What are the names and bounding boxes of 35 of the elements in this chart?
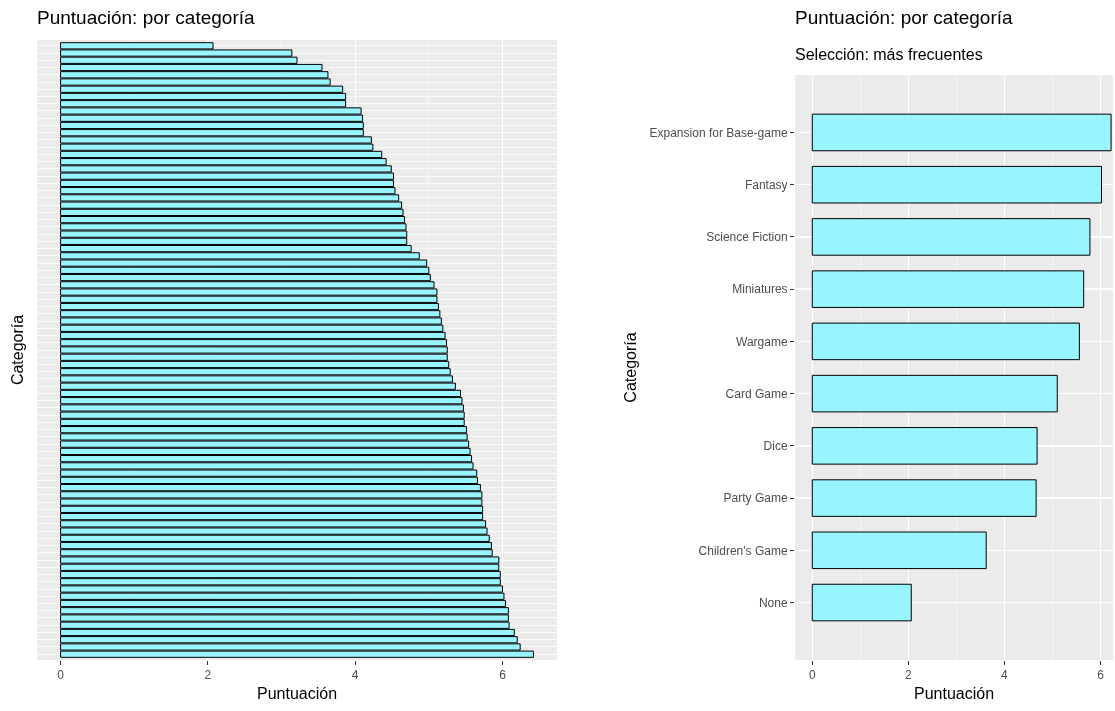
chart-title: Puntuación: por categoría: [795, 7, 1014, 29]
bar: [811, 270, 1085, 308]
x-tick-label: 4: [351, 668, 359, 683]
chart-title: Puntuación: por categoría: [37, 7, 256, 29]
chart-subtitle: Selección: más frecuentes: [795, 45, 983, 63]
bar: [811, 113, 1112, 152]
x-tick-label: 2: [905, 668, 913, 683]
x-tick-label: 0: [57, 668, 65, 683]
x-axis-title: Puntuación: [256, 685, 338, 703]
x-tick-label: 0: [808, 668, 816, 683]
x-tick-label: 4: [1001, 668, 1009, 683]
bar: [811, 374, 1058, 413]
y-tick-label: Party Game: [723, 491, 788, 506]
y-tick-label: Science Fiction: [706, 230, 788, 245]
x-tick-label: 2: [204, 668, 212, 683]
x-tick-label: 6: [1097, 668, 1105, 683]
y-tick-label: Miniatures: [732, 282, 788, 297]
bar: [811, 427, 1038, 465]
y-tick-label: Expansion for Base-game: [649, 125, 788, 140]
bar: [811, 583, 912, 622]
bar: [811, 531, 987, 570]
y-tick-label: Dice: [763, 439, 788, 454]
bar: [811, 165, 1102, 204]
y-tick-label: Fantasy: [744, 177, 788, 192]
bar: [811, 479, 1037, 517]
y-tick-label: Card Game: [725, 386, 788, 401]
y-tick-label: None: [758, 595, 788, 610]
x-axis-title: Puntuación: [913, 685, 995, 703]
bar: [811, 322, 1080, 361]
y-axis-title: Categoría: [8, 314, 26, 386]
y-tick-label: Children's Game: [698, 543, 788, 558]
y-axis-title: Categoría: [622, 332, 640, 403]
y-tick-label: Wargame: [736, 334, 788, 349]
x-tick-label: 6: [499, 668, 507, 683]
bar: [811, 218, 1091, 256]
